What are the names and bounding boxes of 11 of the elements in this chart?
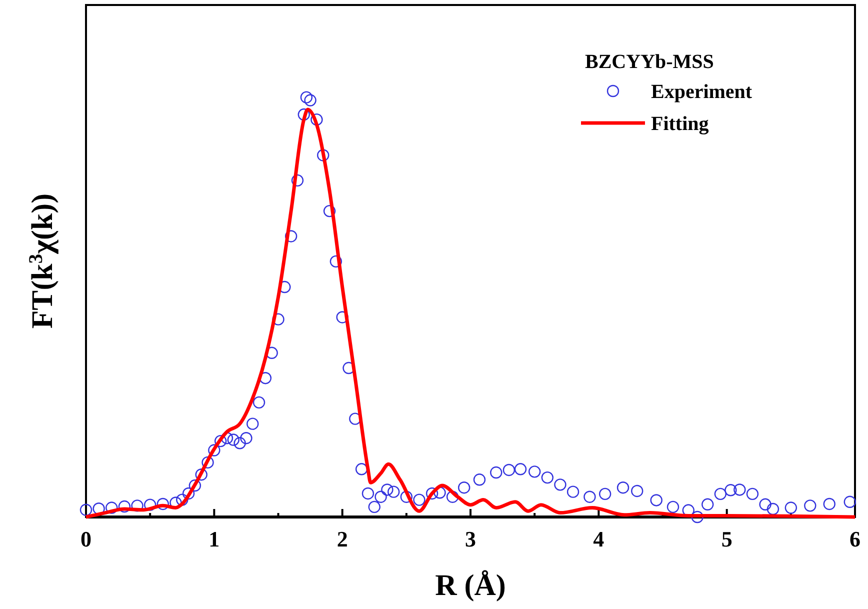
x-tick-label: 2	[336, 526, 348, 552]
legend-label: Experiment	[651, 81, 752, 103]
x-tick-label: 5	[721, 526, 732, 552]
x-tick-label: 3	[465, 526, 476, 552]
legend-label: Fitting	[651, 113, 709, 135]
x-tick-label: 1	[208, 526, 220, 552]
x-tick-label: 6	[850, 526, 860, 552]
legend-title: BZCYYb-MSS	[585, 51, 714, 73]
x-tick-label: 4	[593, 526, 604, 552]
x-tick-label: 0	[80, 526, 92, 552]
x-axis-title: R (Å)	[435, 569, 506, 602]
